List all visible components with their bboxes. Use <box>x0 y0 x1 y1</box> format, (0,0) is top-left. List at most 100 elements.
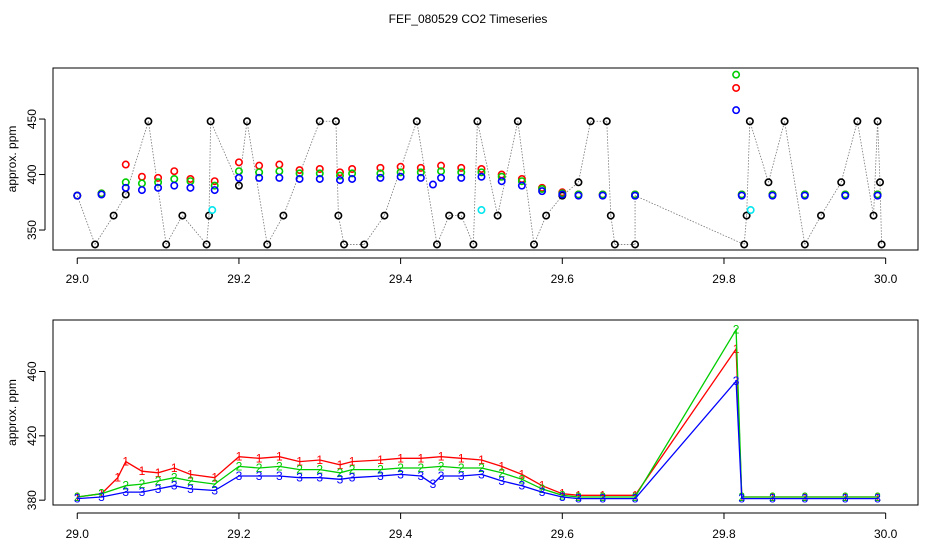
point-marker-2: 2 <box>417 461 424 475</box>
point-marker-1: 1 <box>575 488 582 502</box>
connector-line <box>820 182 842 216</box>
point-marker-2: 2 <box>559 488 566 502</box>
point-black <box>162 240 171 249</box>
point-red <box>315 164 324 173</box>
point-marker-2: 2 <box>575 490 582 504</box>
point-cyan <box>477 206 486 215</box>
point-green <box>457 168 466 177</box>
point-black <box>602 117 611 126</box>
point-black <box>469 240 478 249</box>
connector-line <box>497 121 519 216</box>
point-marker-2: 2 <box>519 472 526 486</box>
point-green <box>295 169 304 178</box>
point-red <box>275 160 284 169</box>
point-green <box>137 179 146 188</box>
connector-line <box>363 215 385 245</box>
point-marker-1: 1 <box>632 488 639 502</box>
x-tick-label: 29.6 <box>551 272 575 286</box>
connector-line <box>436 215 450 245</box>
point-blue <box>457 173 466 182</box>
point-red <box>416 163 425 172</box>
point-marker-1: 1 <box>397 451 404 465</box>
point-green <box>121 178 130 187</box>
point-blue <box>574 191 583 200</box>
point-black <box>764 178 773 187</box>
point-marker-2: 2 <box>337 466 344 480</box>
point-green <box>255 168 264 177</box>
point-black <box>91 240 100 249</box>
point-marker-3: 3 <box>539 485 546 499</box>
panel-bottom: approx. ppm 380 420 460 29.0 29.2 29.4 29.6 29.8… <box>5 319 919 540</box>
point-blue <box>497 177 506 186</box>
point-blue <box>255 173 264 182</box>
point-black <box>586 117 595 126</box>
point-marker-1: 1 <box>539 479 546 493</box>
point-red <box>210 177 219 186</box>
x-tick-label: 29.4 <box>389 272 413 286</box>
point-marker-2: 2 <box>296 463 303 477</box>
point-marker-3: 3 <box>519 479 526 493</box>
x-tick-label: 30.0 <box>874 527 898 540</box>
plot-area <box>73 70 886 249</box>
point-red <box>348 164 357 173</box>
connector-line <box>873 121 878 216</box>
x-tick-label: 29.6 <box>551 527 575 540</box>
point-blue <box>477 172 486 181</box>
connector-line <box>804 215 822 245</box>
point-black <box>742 211 751 220</box>
point-marker-3: 3 <box>316 471 323 485</box>
point-marker-2: 2 <box>498 466 505 480</box>
connector-line <box>76 195 96 245</box>
x-tick-label: 30.0 <box>874 272 898 286</box>
point-marker-2: 2 <box>458 461 465 475</box>
point-marker-3: 3 <box>738 492 745 506</box>
point-green <box>396 168 405 177</box>
point-blue <box>841 191 850 200</box>
point-black <box>109 211 118 220</box>
y-tick-label: 380 <box>25 490 39 510</box>
x-tick-label: 29.8 <box>712 272 736 286</box>
point-marker-2: 2 <box>74 490 81 504</box>
point-black <box>837 178 846 187</box>
point-marker-1: 1 <box>438 450 445 464</box>
connector-line <box>165 215 183 245</box>
point-black <box>178 211 187 220</box>
point-marker-2: 2 <box>256 461 263 475</box>
point-marker-3: 3 <box>599 492 606 506</box>
point-black <box>853 117 862 126</box>
connector-line <box>533 215 547 245</box>
point-blue <box>121 183 130 192</box>
point-black <box>263 240 272 249</box>
point-black <box>816 211 825 220</box>
point-green <box>315 169 324 178</box>
point-blue <box>210 186 219 195</box>
point-black <box>574 178 583 187</box>
point-blue <box>275 173 284 182</box>
point-marker-1: 1 <box>236 450 243 464</box>
point-marker-1: 1 <box>498 459 505 473</box>
point-marker-3: 3 <box>478 467 485 481</box>
point-marker-3: 3 <box>139 485 146 499</box>
x-tick-label: 29.2 <box>227 527 251 540</box>
point-marker-3: 3 <box>256 469 263 483</box>
point-marker-2: 2 <box>733 323 740 337</box>
point-green <box>348 169 357 178</box>
point-marker-3: 3 <box>155 482 162 496</box>
point-marker-2: 2 <box>349 463 356 477</box>
connector-line <box>477 121 499 216</box>
point-black <box>202 240 211 249</box>
point-marker-1: 1 <box>377 453 384 467</box>
point-red <box>732 83 741 92</box>
connector-line <box>182 215 207 245</box>
connector-line <box>749 121 769 183</box>
plot-frame <box>52 319 919 506</box>
connector-line <box>768 121 785 183</box>
point-blue <box>376 173 385 182</box>
point-marker-2: 2 <box>632 490 639 504</box>
point-green <box>234 167 243 176</box>
point-blue <box>800 191 809 200</box>
point-marker-1: 1 <box>187 467 194 481</box>
point-marker-1: 1 <box>211 471 218 485</box>
point-blue <box>558 190 567 199</box>
